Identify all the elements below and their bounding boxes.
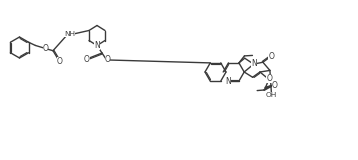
Text: O: O bbox=[266, 74, 272, 83]
Text: O: O bbox=[272, 81, 278, 90]
Text: O: O bbox=[105, 55, 110, 64]
Text: O: O bbox=[43, 44, 48, 53]
Text: N: N bbox=[251, 59, 257, 68]
Text: NH: NH bbox=[64, 31, 75, 36]
Text: O: O bbox=[268, 52, 274, 61]
Text: N: N bbox=[226, 77, 231, 86]
Text: N: N bbox=[94, 41, 100, 50]
Text: O: O bbox=[84, 55, 90, 64]
Text: OH: OH bbox=[266, 92, 277, 98]
Text: O: O bbox=[57, 57, 62, 66]
